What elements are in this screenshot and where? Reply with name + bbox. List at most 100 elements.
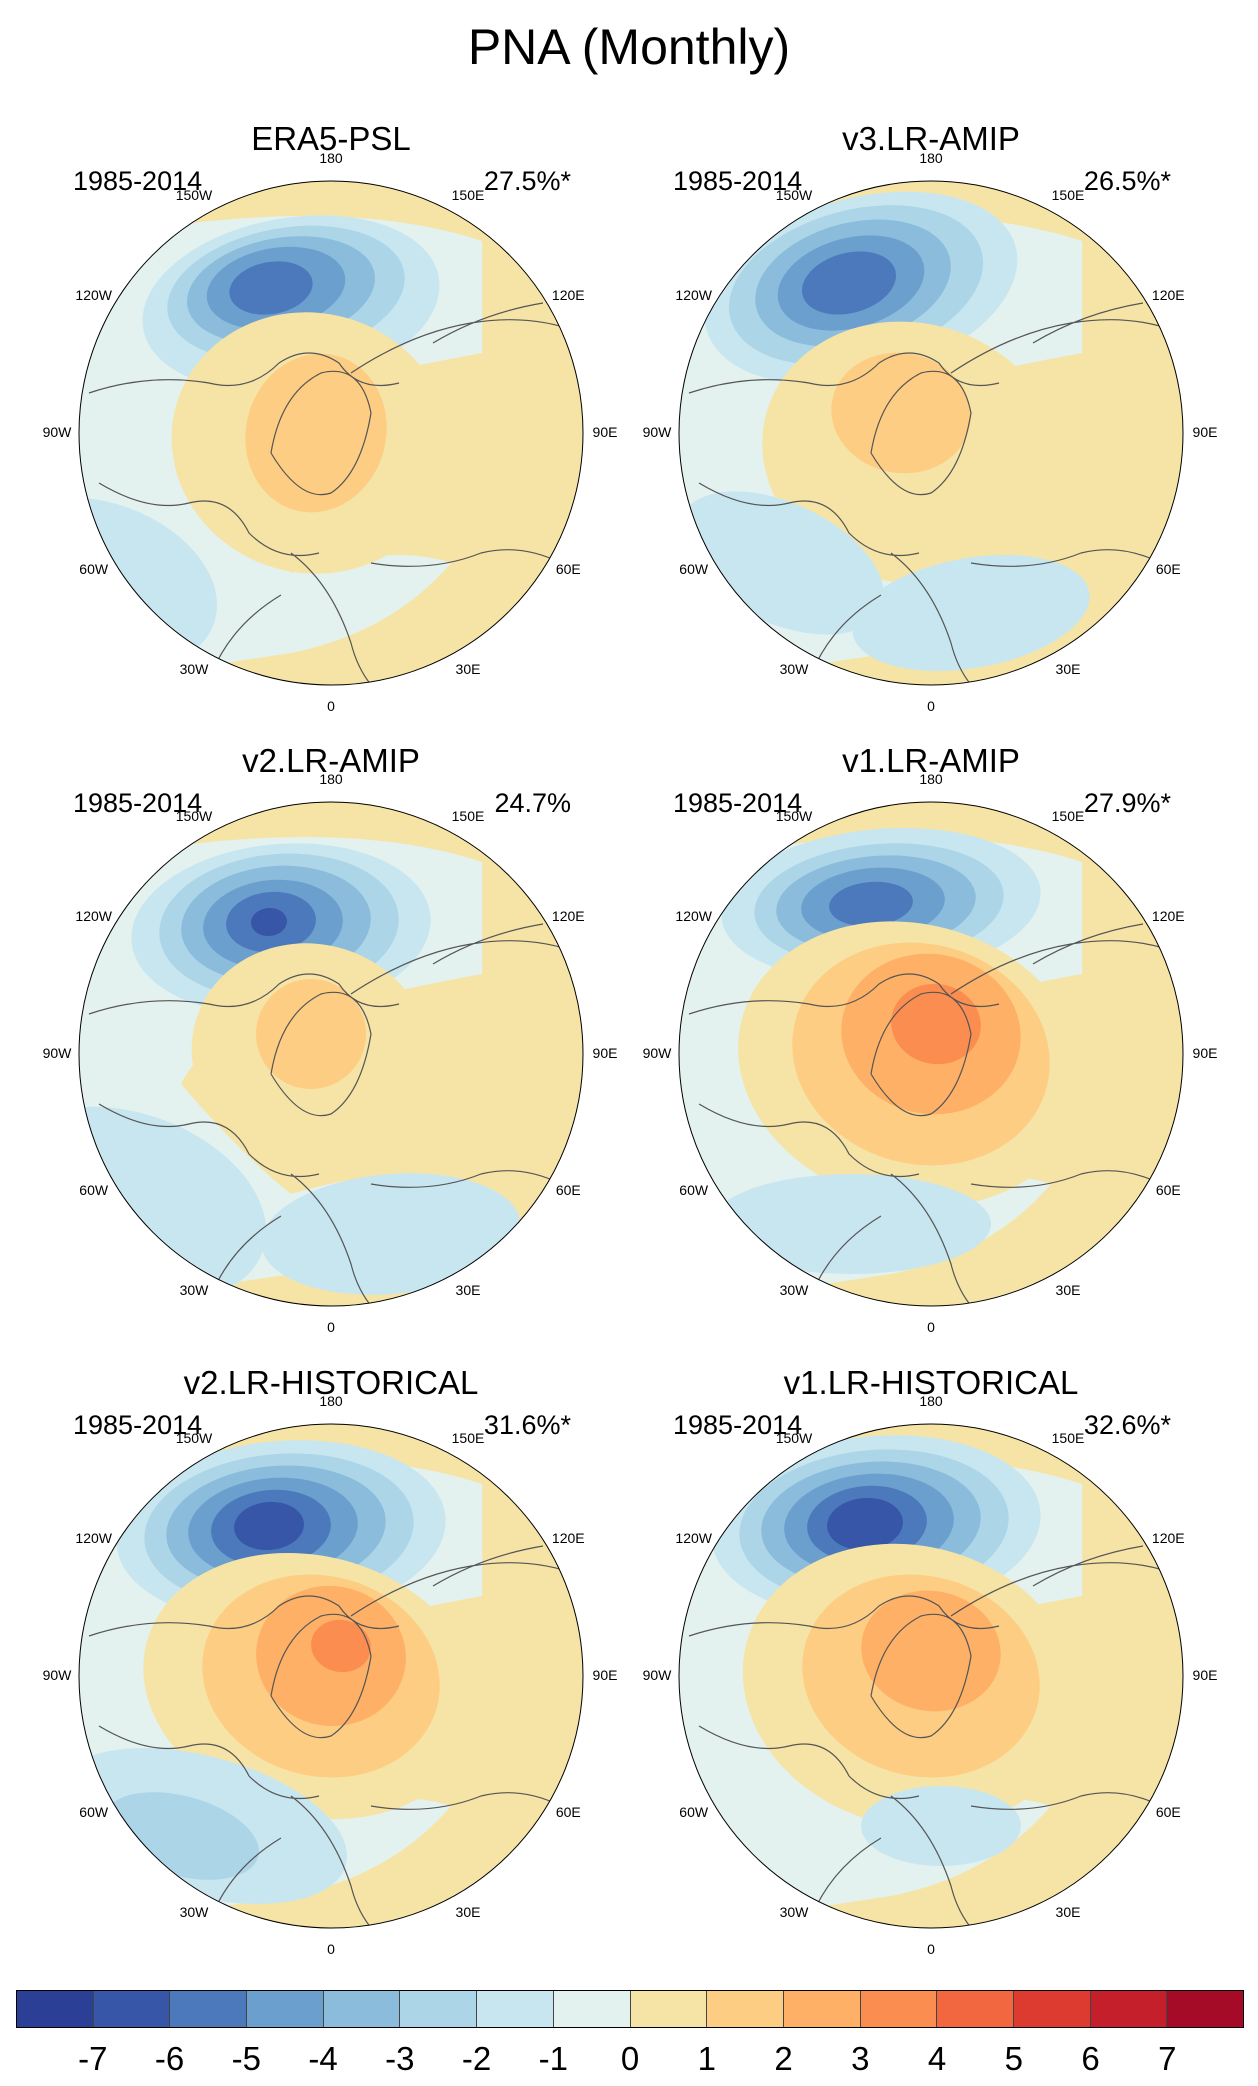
longitude-label: 60W — [79, 561, 109, 577]
longitude-label: 120W — [75, 1530, 112, 1546]
anomaly-contour-5 — [234, 1501, 304, 1551]
coastline — [688, 1545, 1182, 1928]
colorbar-tick-label: 4 — [927, 2040, 947, 2077]
colorbar-bin-10 — [783, 1991, 861, 2027]
longitude-label: 0 — [327, 698, 335, 714]
longitude-label: 120W — [75, 908, 112, 924]
longitude-label: 0 — [327, 1941, 335, 1957]
colorbar-bin-9 — [707, 1991, 784, 2027]
colorbar-bin-4 — [323, 1991, 401, 2027]
colorbar-bin-11 — [860, 1991, 938, 2027]
colorbar-tick-label: -2 — [461, 2040, 492, 2077]
longitude-label: 90W — [642, 1667, 672, 1683]
longitude-label: 30E — [455, 1904, 481, 1921]
map-panel-5 — [78, 1423, 584, 1929]
colorbar-tick-label: -1 — [538, 2040, 568, 2077]
longitude-label: 60E — [1155, 561, 1181, 577]
period-label: 1985-2014 — [673, 166, 803, 196]
map-boundary — [78, 801, 584, 1307]
longitude-label: 60W — [79, 1182, 109, 1198]
longitude-label: 0 — [927, 698, 935, 714]
longitude-label: 30E — [1055, 1904, 1081, 1921]
figure-title: PNA (Monthly) — [467, 19, 791, 75]
anomaly-contour-4 — [829, 881, 913, 927]
longitude-label: 90E — [592, 1667, 618, 1683]
colorbar-tick-label: 7 — [1158, 2040, 1177, 2077]
anomaly-contour-9 — [861, 1786, 1021, 1866]
map-boundary — [78, 180, 584, 686]
longitude-label: 120E — [551, 908, 585, 924]
variance-explained: 24.7% — [494, 788, 571, 818]
longitude-label: 150E — [1051, 1429, 1085, 1446]
period-label: 1985-2014 — [73, 788, 203, 818]
map-boundary — [678, 801, 1184, 1307]
longitude-label: 60W — [679, 561, 709, 577]
coastline — [688, 923, 1182, 1306]
colorbar-bin-7 — [553, 1991, 631, 2027]
longitude-label: 0 — [327, 1319, 335, 1335]
longitude-label: 120W — [675, 287, 712, 303]
period-label: 1985-2014 — [673, 788, 803, 818]
longitude-label: 30W — [779, 1282, 809, 1299]
longitude-label: 60W — [79, 1804, 109, 1820]
colorbar-bin-8 — [630, 1991, 708, 2027]
longitude-label: 30W — [179, 1904, 209, 1921]
colorbar-tick-label: 0 — [620, 2040, 640, 2077]
coastline — [88, 1545, 582, 1928]
longitude-label: 150W — [775, 1429, 813, 1446]
anomaly-contour-8 — [852, 554, 1090, 672]
anomaly-contour-6 — [831, 352, 971, 474]
longitude-label: 30E — [455, 1282, 481, 1299]
longitude-label: 0 — [927, 1941, 935, 1957]
longitude-label: 90E — [592, 424, 618, 440]
panel-title: v3.LR-AMIP — [842, 120, 1020, 157]
longitude-label: 120W — [675, 1530, 712, 1546]
period-label: 1985-2014 — [73, 1410, 203, 1440]
longitude-label: 120E — [551, 287, 585, 303]
longitude-label: 180 — [319, 1393, 343, 1409]
longitude-label: 90W — [42, 1045, 72, 1061]
variance-explained: 27.9%* — [1083, 788, 1171, 818]
variance-explained: 31.6%* — [483, 1410, 571, 1440]
anomaly-contour-9 — [311, 1619, 371, 1673]
longitude-label: 90W — [42, 424, 72, 440]
longitude-label: 90E — [592, 1045, 618, 1061]
longitude-label: 90E — [1192, 424, 1218, 440]
longitude-label: 180 — [919, 771, 943, 787]
anomaly-contour-9 — [261, 1173, 521, 1295]
longitude-label: 90E — [1192, 1667, 1218, 1683]
coastline — [88, 302, 582, 685]
colorbar-bin-12 — [937, 1991, 1014, 2027]
anomaly-contour-8 — [79, 1106, 267, 1302]
longitude-label: 150E — [1051, 186, 1085, 203]
colorbar-tick-label: -6 — [154, 2040, 185, 2077]
colorbar-tick-label: 1 — [697, 2040, 716, 2077]
colorbar-tick-label: 2 — [774, 2040, 793, 2077]
longitude-label: 60E — [1155, 1182, 1181, 1198]
longitude-label: 150W — [775, 807, 813, 824]
longitude-label: 30E — [1055, 661, 1081, 678]
colorbar-bin-5 — [400, 1991, 478, 2027]
longitude-label: 180 — [319, 771, 343, 787]
longitude-label: 90W — [42, 1667, 72, 1683]
anomaly-contour-5 — [827, 1497, 903, 1551]
period-label: 1985-2014 — [673, 1410, 803, 1440]
colorbar-tick-label: -7 — [78, 2040, 108, 2077]
longitude-label: 60E — [1155, 1804, 1181, 1820]
map-boundary — [678, 1423, 1184, 1929]
panel-title: v1.LR-AMIP — [842, 742, 1020, 779]
coastline — [688, 302, 1182, 685]
colorbar-bin-6 — [477, 1991, 554, 2027]
longitude-label: 30W — [179, 1282, 209, 1299]
longitude-label: 60W — [679, 1804, 709, 1820]
colorbar-bin-1 — [93, 1991, 171, 2027]
colorbar-tick-label: 6 — [1081, 2040, 1100, 2077]
longitude-label: 90W — [642, 424, 672, 440]
panel-title: v1.LR-HISTORICAL — [783, 1364, 1079, 1401]
colorbar-bin-2 — [170, 1991, 248, 2027]
colorbar — [16, 1990, 1244, 2028]
longitude-label: 120E — [1151, 287, 1185, 303]
longitude-label: 120W — [75, 287, 112, 303]
anomaly-contour-4 — [801, 251, 897, 315]
